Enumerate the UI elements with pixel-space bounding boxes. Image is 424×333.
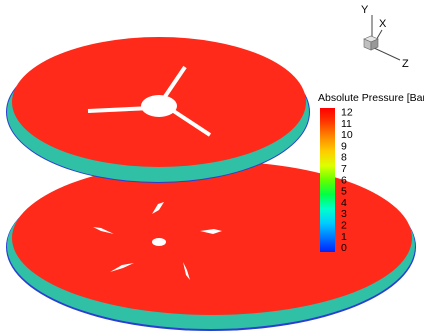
legend-tick-label: 2 xyxy=(341,220,347,232)
upper-disc-hub xyxy=(141,95,177,117)
spoke xyxy=(170,108,212,137)
lower-disc xyxy=(6,161,416,331)
spoke xyxy=(162,65,187,100)
upper-disc-spokes xyxy=(87,65,212,137)
y-axis-label: Y xyxy=(361,4,369,16)
legend-tick-label: 3 xyxy=(341,208,347,220)
x-axis-label: X xyxy=(379,18,387,30)
lower-disc-slots xyxy=(93,202,222,280)
slot xyxy=(200,229,222,234)
legend-tick-label: 6 xyxy=(341,174,347,186)
legend-colorbar xyxy=(320,108,335,252)
legend-tick-label: 5 xyxy=(341,186,347,198)
slot xyxy=(110,263,134,272)
legend-tick-label: 12 xyxy=(341,107,353,119)
legend-tick-label: 9 xyxy=(341,140,347,152)
axis-triad: Y X Z xyxy=(361,4,409,70)
z-axis-line xyxy=(371,46,401,61)
legend-tick-label: 8 xyxy=(341,152,347,164)
lower-disc-center-hole xyxy=(152,238,166,246)
lower-disc-surface xyxy=(12,161,412,315)
legend-title: Absolute Pressure [Bar] xyxy=(318,92,424,104)
legend-tick-label: 0 xyxy=(341,242,347,254)
z-axis-label: Z xyxy=(402,58,409,70)
legend-tick-label: 4 xyxy=(341,197,347,209)
legend-tick-label: 11 xyxy=(341,118,352,130)
legend-tick-label: 10 xyxy=(341,129,353,141)
legend-tick-label: 7 xyxy=(341,163,347,175)
origin-cube-icon xyxy=(363,35,379,51)
legend-tick-label: 1 xyxy=(341,231,347,243)
slot xyxy=(152,202,164,214)
slot xyxy=(93,227,114,234)
spoke xyxy=(87,106,153,113)
upper-disc xyxy=(6,37,310,183)
slot xyxy=(183,262,190,280)
